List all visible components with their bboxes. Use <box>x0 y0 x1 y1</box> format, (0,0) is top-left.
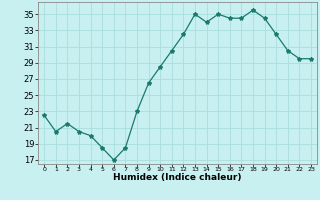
X-axis label: Humidex (Indice chaleur): Humidex (Indice chaleur) <box>113 173 242 182</box>
